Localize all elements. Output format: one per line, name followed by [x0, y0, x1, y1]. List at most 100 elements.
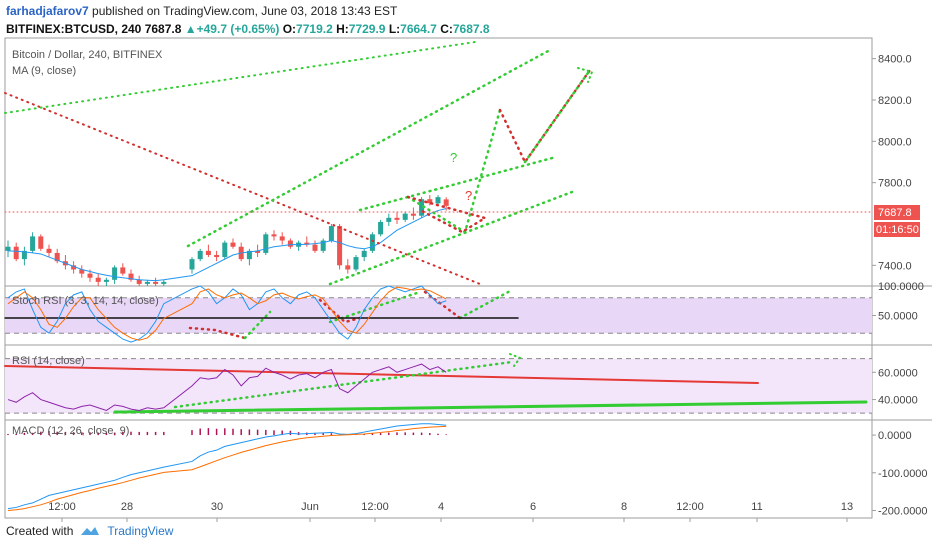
candle-body: [79, 269, 85, 274]
candle-body: [128, 273, 134, 280]
candle-body: [222, 242, 228, 258]
y-tick-label: 100.0000: [878, 281, 924, 293]
author-link[interactable]: farhadjafarov7: [6, 4, 89, 18]
y-tick-label: 8400.0: [878, 54, 912, 66]
channel-lower-green: [328, 190, 574, 286]
candle-body: [230, 242, 236, 247]
stoch-green-projection-3: [458, 288, 514, 320]
y-tick-label: 40.0000: [878, 395, 918, 407]
signal-line: [7, 425, 447, 511]
rsi-red-trendline: [4, 365, 759, 384]
candle-body: [271, 234, 277, 237]
low-label: L:: [388, 22, 401, 36]
publish-text: published on TradingView.com, June 03, 2…: [88, 4, 398, 18]
candle-body: [443, 199, 449, 206]
candle-body: [246, 250, 252, 260]
high-value: 7729.9: [348, 22, 386, 36]
stoch-green-projection-2: [328, 290, 422, 324]
tradingview-brand[interactable]: TradingView: [107, 524, 174, 538]
y-tick-label: 60.0000: [878, 367, 918, 379]
y-tick-label: 7800.0: [878, 178, 912, 190]
footer: Created with TradingView: [6, 524, 173, 538]
macd-line: [7, 423, 447, 510]
macd-pane-title: MACD (12, 26, close, 9): [12, 425, 129, 437]
y-tick-label: -200.0000: [878, 505, 928, 517]
candle-body: [435, 197, 441, 204]
candle-body: [153, 281, 159, 284]
open-label: O:: [282, 22, 297, 36]
candle-body: [312, 244, 318, 251]
candle-body: [361, 250, 367, 258]
low-value: 7664.7: [400, 22, 437, 36]
close-label: C:: [440, 22, 453, 36]
rsi-green-trendline: [173, 360, 514, 409]
candle-body: [38, 236, 44, 249]
candle-body: [136, 279, 142, 284]
candle-body: [287, 240, 293, 247]
candle-body: [30, 236, 36, 251]
candle-body: [54, 252, 60, 262]
stoch-pane-title: Stoch RSI (3, 3, 14, 14, close): [12, 295, 159, 307]
countdown-tag: [874, 222, 920, 237]
candle-body: [103, 279, 109, 282]
candle-body: [345, 265, 351, 270]
tradingview-logo-icon: [81, 527, 100, 535]
rsi-green-head: [509, 353, 522, 367]
candle-body: [386, 217, 392, 222]
chart-frame: [4, 37, 873, 519]
rsi-line: [7, 363, 447, 412]
open-value: 7719.2: [296, 22, 333, 36]
projection-green-head: [577, 67, 594, 83]
candle-body: [263, 234, 269, 253]
stoch-red-projection-2: [318, 298, 362, 324]
stoch-green-projection-1: [243, 310, 272, 340]
candle-body: [205, 250, 211, 255]
projection-red-1: [498, 68, 592, 165]
candle-body: [320, 240, 326, 251]
close-value: 7687.8: [452, 22, 490, 36]
ma-indicator-label: MA (9, close): [12, 65, 76, 77]
candle-body: [161, 281, 167, 284]
x-tick-label: 11: [751, 501, 762, 513]
trendline-descending-red: [4, 92, 481, 285]
candle-body: [337, 226, 343, 266]
candle-body: [71, 265, 77, 270]
candles-group: [5, 195, 449, 286]
candle-body: [304, 242, 310, 245]
candle-body: [255, 250, 261, 253]
last-price-tag-text: 7687.8: [878, 207, 912, 219]
main-pane-title: Bitcoin / Dollar, 240, BITFINEX: [12, 49, 163, 61]
channel-upper-green: [186, 48, 552, 248]
drawings: [4, 41, 873, 414]
y-tick-label: 7400.0: [878, 260, 912, 272]
countdown-tag-text: 01:16:50: [876, 224, 919, 236]
y-tick-label: 8200.0: [878, 95, 912, 107]
ohlc-line: BITFINEX:BTCUSD, 240 7687.8 ▲+49.7 (+0.6…: [6, 22, 490, 36]
candle-body: [13, 246, 19, 260]
created-with-text: Created with: [6, 524, 74, 538]
candle-body: [120, 267, 126, 274]
candle-body: [197, 250, 203, 260]
stoch-k-line: [7, 285, 447, 343]
publish-line: farhadjafarov7 published on TradingView.…: [6, 4, 397, 18]
x-tick-label: 12:00: [361, 501, 389, 513]
candle-body: [46, 248, 52, 253]
candle-body: [112, 267, 118, 280]
x-tick-label: 13: [841, 501, 853, 513]
y-tick-label: 50.0000: [878, 311, 918, 323]
candle-body: [410, 213, 416, 216]
candle-body: [353, 257, 359, 270]
y-tick-label: -100.0000: [878, 468, 928, 480]
candle-body: [95, 277, 101, 282]
annotation-question-red: ?: [465, 188, 472, 203]
last-price-tag: [874, 205, 920, 220]
last-price: 7687.8: [144, 22, 182, 36]
candle-body: [5, 246, 11, 251]
candle-body: [427, 199, 433, 204]
candle-body: [214, 255, 220, 258]
x-tick-label: Jun: [301, 501, 319, 513]
x-tick-label: 28: [121, 501, 133, 513]
trendline-long-green: [4, 41, 476, 114]
candle-body: [394, 217, 400, 220]
